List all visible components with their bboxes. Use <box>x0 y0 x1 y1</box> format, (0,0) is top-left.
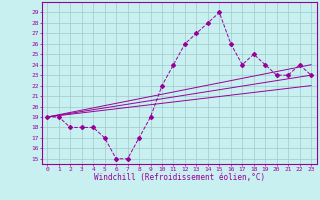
X-axis label: Windchill (Refroidissement éolien,°C): Windchill (Refroidissement éolien,°C) <box>94 173 265 182</box>
